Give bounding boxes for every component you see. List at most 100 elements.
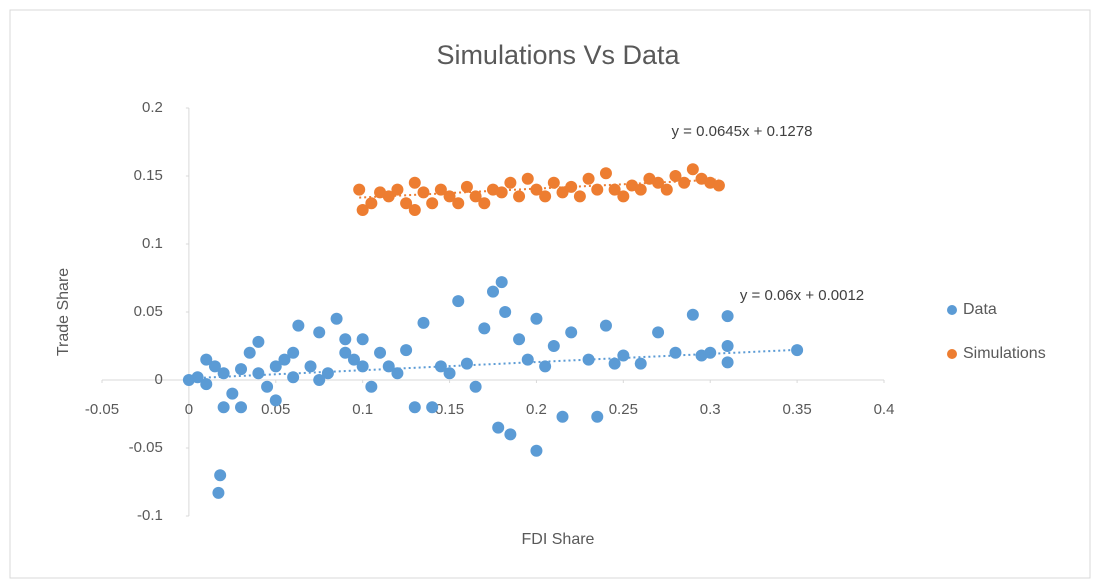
data-point xyxy=(478,322,491,335)
x-tick-label: 0.4 xyxy=(874,401,895,418)
data-point xyxy=(235,401,248,414)
y-tick-label: 0.15 xyxy=(134,167,163,184)
x-tick-label: 0.25 xyxy=(609,401,638,418)
trendline xyxy=(188,348,798,380)
data-point xyxy=(243,346,256,359)
data-point xyxy=(408,401,421,414)
data-point xyxy=(200,353,213,366)
data-point xyxy=(353,183,366,196)
y-tick-label: -0.05 xyxy=(129,439,163,456)
data-point xyxy=(356,360,369,373)
data-point xyxy=(547,176,560,189)
data-point xyxy=(660,183,673,196)
chart-title: Simulations Vs Data xyxy=(436,40,680,70)
x-tick-label: 0 xyxy=(185,401,193,418)
data-point xyxy=(652,326,665,339)
x-axis-label: FDI Share xyxy=(522,531,595,548)
data-point xyxy=(608,357,621,370)
data-point xyxy=(443,367,456,380)
data-point xyxy=(200,378,213,391)
data-point xyxy=(686,163,699,176)
legend-marker xyxy=(947,349,957,359)
data-point xyxy=(573,190,586,203)
x-tick-label: 0.15 xyxy=(435,401,464,418)
data-point xyxy=(382,190,395,203)
data-point xyxy=(269,360,282,373)
legend-marker xyxy=(947,305,957,315)
x-tick-label: 0.05 xyxy=(261,401,290,418)
data-point xyxy=(460,357,473,370)
data-point xyxy=(721,310,734,323)
data-point xyxy=(565,326,578,339)
data-point xyxy=(434,183,447,196)
data-point xyxy=(217,401,230,414)
data-point xyxy=(513,333,526,346)
data-point xyxy=(565,180,578,193)
data-point xyxy=(547,340,560,352)
data-point xyxy=(313,374,326,386)
data-point xyxy=(521,353,534,366)
data-point xyxy=(269,394,282,407)
data-point xyxy=(313,326,326,339)
data-point xyxy=(652,176,665,189)
data-point xyxy=(208,360,221,373)
x-tick-label: 0.2 xyxy=(526,401,547,418)
data-point xyxy=(721,340,734,352)
data-point xyxy=(261,380,274,393)
data-point xyxy=(513,190,526,203)
trendline xyxy=(359,178,719,199)
data-point xyxy=(374,346,387,359)
data-point xyxy=(417,316,430,329)
legend-label: Data xyxy=(963,301,997,318)
data-point xyxy=(599,167,612,180)
y-axis-label: Trade Share xyxy=(55,268,72,356)
data-point xyxy=(452,197,465,210)
data-point xyxy=(599,319,612,332)
data-point xyxy=(426,197,439,210)
chart-frame xyxy=(9,9,1091,579)
data-point xyxy=(469,380,482,393)
y-tick-label: 0.05 xyxy=(134,303,163,320)
data-point xyxy=(452,295,465,308)
data-point xyxy=(339,346,352,359)
data-point xyxy=(347,353,360,366)
data-point xyxy=(391,367,404,380)
data-point xyxy=(252,335,265,348)
y-tick-label: 0 xyxy=(155,371,163,388)
data-point xyxy=(582,172,595,185)
trendline-equation: y = 0.0645x + 0.1278 xyxy=(672,123,813,140)
data-point xyxy=(408,204,421,216)
data-point xyxy=(504,428,517,441)
data-point xyxy=(226,387,239,400)
data-point xyxy=(417,186,430,199)
data-point xyxy=(591,410,604,423)
data-point xyxy=(191,371,204,384)
data-point xyxy=(669,346,682,359)
data-point xyxy=(400,197,413,210)
data-point xyxy=(252,367,265,380)
data-point xyxy=(460,180,473,193)
data-point xyxy=(212,486,225,499)
data-point xyxy=(478,197,491,210)
data-point xyxy=(617,190,630,203)
data-point xyxy=(669,170,682,182)
x-tick-label: 0.3 xyxy=(700,401,721,418)
data-point xyxy=(469,190,482,203)
x-tick-label: 0.1 xyxy=(352,401,373,418)
data-point xyxy=(634,357,647,370)
data-point xyxy=(356,333,369,346)
data-point xyxy=(495,276,508,289)
data-point xyxy=(539,190,552,203)
data-point xyxy=(504,176,517,189)
data-point xyxy=(304,360,317,373)
data-point xyxy=(539,360,552,373)
data-point xyxy=(365,380,378,393)
y-tick-label: -0.1 xyxy=(137,507,163,524)
trendline-equation: y = 0.06x + 0.0012 xyxy=(740,287,864,304)
data-point xyxy=(591,183,604,196)
data-point xyxy=(214,469,227,482)
y-tick-label: 0.1 xyxy=(142,235,163,252)
data-point xyxy=(721,356,734,369)
data-point xyxy=(356,204,369,216)
